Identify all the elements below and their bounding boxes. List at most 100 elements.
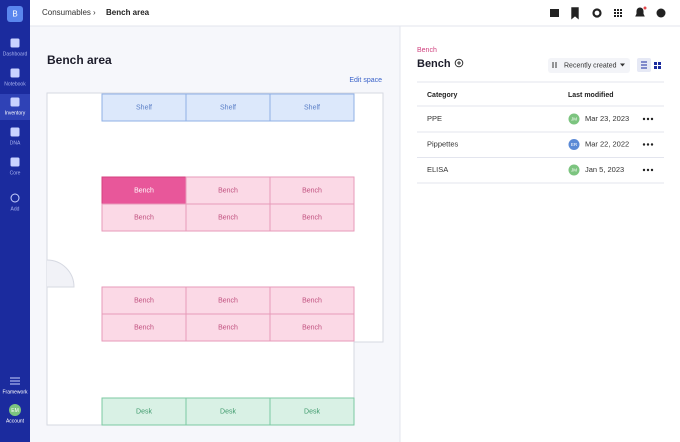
zone-label: Bench [134,187,154,194]
category: Pippettes [427,139,459,148]
zone[interactable] [185,93,271,122]
apps-icon[interactable] [614,9,622,17]
zone-label: Desk [304,408,320,415]
nav-icon[interactable] [10,97,20,107]
bell-icon[interactable] [635,7,645,17]
logo-text: B [12,10,17,19]
column-header: Category [427,92,457,99]
nav-label[interactable]: Core [10,170,21,176]
menu-dot[interactable] [642,117,646,121]
menu-dot[interactable] [642,168,646,172]
zone-label: Desk [220,408,236,415]
zone-label: Bench [302,297,322,304]
zone[interactable] [101,313,187,342]
overline: Bench [417,47,437,54]
zone[interactable] [101,93,187,122]
logo[interactable] [7,6,23,22]
avatar [568,139,580,150]
nav-icon[interactable] [10,127,20,137]
add-button[interactable] [454,58,464,68]
detail-title: Bench [417,58,451,70]
zone-label: Shelf [304,104,320,111]
sort-dropdown[interactable] [548,58,630,73]
nav-icon[interactable] [10,193,20,203]
zone-label: Bench [218,324,238,331]
zone[interactable] [269,203,355,232]
zone-label: Bench [302,214,322,221]
zone[interactable] [269,176,355,205]
framework-icon[interactable] [10,377,20,385]
bookmark-icon[interactable] [571,7,579,20]
avatar-initials: JM [571,168,577,173]
settings-icon[interactable] [592,8,602,18]
help-icon[interactable] [656,8,666,18]
account-avatar[interactable] [9,404,21,416]
modified: Jan 5, 2023 [585,165,624,174]
zone-label: Bench [302,324,322,331]
account-label[interactable]: Account [6,418,25,424]
modified: Mar 22, 2022 [585,139,629,148]
zone[interactable] [269,286,355,315]
nav-icon[interactable] [10,38,20,48]
menu-dot[interactable] [646,143,650,146]
edit-space[interactable]: Edit space [349,77,382,84]
nav-label[interactable]: Notebook [4,81,26,87]
avatar [568,113,580,125]
menu-dot[interactable] [650,143,654,146]
nav-label[interactable]: DNA [10,140,21,146]
zone[interactable] [101,397,187,426]
menu-dot[interactable] [646,117,650,121]
category: ELISA [427,165,448,174]
modified: Mar 23, 2023 [585,114,629,123]
notification-dot [643,6,647,10]
menu-dot[interactable] [650,117,654,121]
category: PPE [427,114,442,123]
menu-dot[interactable] [646,168,650,172]
avatar [568,164,580,176]
avatar-initials: ER [571,142,578,147]
zone-label: Desk [136,408,152,415]
menu-dot[interactable] [642,143,646,146]
sidebar [0,0,30,442]
sort-label[interactable]: Recently created [564,62,617,69]
dropdown-caret [620,63,625,67]
zone[interactable] [101,176,187,205]
nav-label[interactable]: Dashboard [3,51,28,57]
table-row[interactable] [417,158,664,183]
breadcrumb-current: Bench area [106,8,150,17]
zone-label: Bench [218,214,238,221]
floor-plan [46,92,384,426]
nav-icon[interactable] [10,157,20,167]
zone[interactable] [101,203,187,232]
zone[interactable] [269,313,355,342]
zone-label: Bench [134,214,154,221]
breadcrumb-item[interactable]: Consumables [42,8,91,17]
zone[interactable] [269,397,355,426]
zone-label: Bench [134,297,154,304]
account-initials: EM [11,408,19,414]
column-header: Last modified [568,92,614,99]
zone[interactable] [185,203,271,232]
nav-label[interactable]: Inventory [5,110,26,116]
zone-label: Bench [218,187,238,194]
framework-label[interactable]: Framework [2,389,28,395]
menu-dot[interactable] [650,168,654,172]
zone-label: Shelf [220,104,236,111]
space-title: Bench area [47,53,112,67]
avatar-initials: JM [571,117,577,122]
zone-label: Bench [134,324,154,331]
grid-view[interactable] [654,62,661,69]
zone[interactable] [185,397,271,426]
add-plus [457,61,461,65]
nav-label[interactable]: Add [11,206,20,212]
nav-icon[interactable] [10,68,20,78]
zone-label: Bench [302,187,322,194]
gift-fill [550,9,559,17]
zone-label: Bench [218,297,238,304]
zone[interactable] [185,313,271,342]
zone[interactable] [269,93,355,122]
breadcrumb-separator: › [93,8,96,17]
list-icon [641,61,647,69]
